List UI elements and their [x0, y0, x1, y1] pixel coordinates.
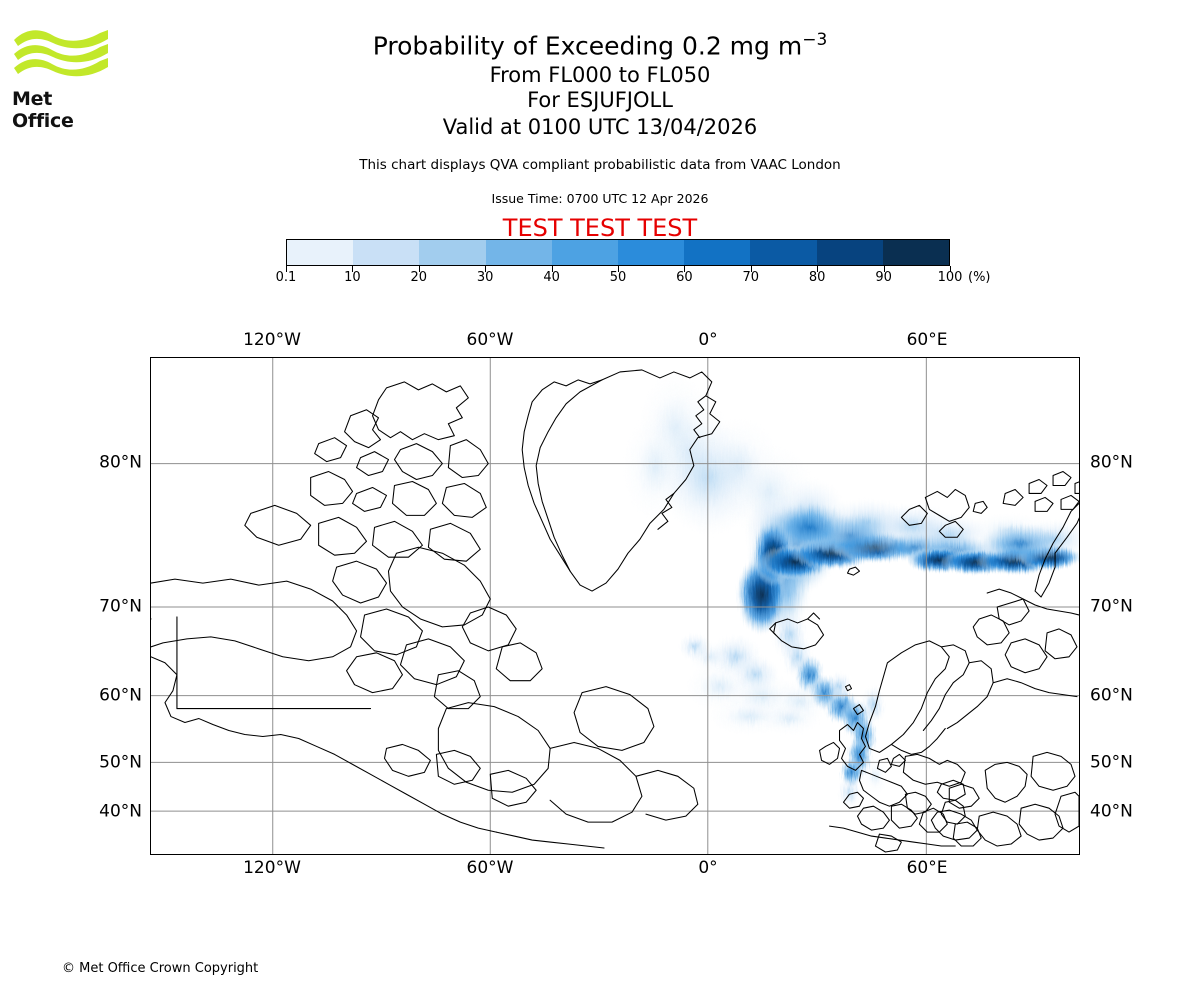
lat-label-left-4: 40°N — [99, 801, 142, 822]
colorbar-tick-label-1: 10 — [344, 270, 361, 285]
colorbar-tick-2 — [418, 266, 420, 272]
colorbar-tick-1 — [352, 266, 354, 272]
colorbar-tick-6 — [684, 266, 686, 272]
met-office-logo-text: Met Office — [12, 88, 74, 132]
colorbar-tick-7 — [750, 266, 752, 272]
ash-probability-map[interactable] — [150, 357, 1080, 855]
colorbar-band-2 — [419, 240, 486, 265]
lat-label-right-4: 40°N — [1090, 801, 1133, 822]
lat-label-right-2: 60°N — [1090, 685, 1133, 706]
lat-label-right-3: 50°N — [1090, 752, 1133, 773]
colorbar-unit-label: (%) — [968, 270, 991, 285]
colorbar-band-1 — [353, 240, 420, 265]
page-title: Probability of Exceeding 0.2 mg m−3 — [0, 25, 1200, 61]
lat-label-left-3: 50°N — [99, 752, 142, 773]
lon-label-bottom-0: 120°W — [243, 858, 301, 878]
colorbar-tick-label-10: 100 — [937, 270, 963, 285]
lon-label-top-1: 60°W — [466, 330, 514, 350]
colorbar-tick-3 — [485, 266, 487, 272]
colorbar-bands — [286, 239, 950, 266]
colorbar-tick-label-7: 70 — [742, 270, 760, 285]
colorbar-tick-label-4: 40 — [543, 270, 560, 285]
volcano-name: For ESJUFJOLL — [527, 88, 673, 112]
colorbar-tick-0 — [286, 266, 287, 272]
colorbar-band-0 — [287, 240, 354, 265]
lon-label-bottom-1: 60°W — [466, 858, 514, 878]
met-office-logo: Met Office — [12, 26, 112, 132]
colorbar-tick-label-9: 90 — [875, 270, 892, 285]
colorbar-tick-label-6: 60 — [676, 270, 693, 285]
copyright-text: © Met Office Crown Copyright — [62, 961, 259, 976]
colorbar-band-6 — [684, 240, 751, 265]
probability-colorbar — [286, 239, 950, 266]
ash-plume-layer — [622, 372, 1079, 809]
colorbar-tick-10 — [950, 266, 951, 272]
colorbar-tick-label-0: 0.1 — [275, 270, 297, 285]
colorbar-tick-label-2: 20 — [410, 270, 428, 285]
lat-label-left-2: 60°N — [99, 685, 142, 706]
colorbar-tick-4 — [551, 266, 553, 272]
lat-label-right-0: 80°N — [1090, 452, 1133, 473]
flight-level-range: From FL000 to FL050 — [489, 63, 711, 87]
colorbar-band-3 — [485, 240, 552, 265]
colorbar-tick-5 — [618, 266, 619, 272]
map-gridlines — [151, 358, 1079, 854]
lon-label-top-3: 60°E — [906, 330, 948, 350]
met-office-wave-icon — [14, 30, 108, 77]
lon-label-top-2: 0° — [698, 330, 718, 350]
plume-southwest-lobe — [678, 632, 830, 735]
map-canvas — [151, 358, 1079, 854]
colorbar-tick-9 — [883, 266, 885, 272]
colorbar-band-5 — [618, 240, 685, 265]
colorbar-band-7 — [750, 240, 817, 265]
valid-time: Valid at 0100 UTC 13/04/2026 — [442, 115, 758, 139]
colorbar-band-4 — [551, 240, 619, 265]
colorbar-tick-8 — [817, 266, 819, 272]
lon-label-bottom-2: 0° — [698, 858, 718, 878]
colorbar-tick-labels: 0.1 10 20 30 40 50 60 70 80 90 100 — [0, 270, 1200, 288]
colorbar-tick-label-8: 80 — [808, 270, 826, 285]
colorbar-tick-label-3: 30 — [476, 270, 494, 285]
plume-main-arctic — [735, 477, 1079, 635]
lat-label-left-1: 70°N — [99, 596, 142, 617]
page-title-exponent: −3 — [802, 30, 828, 50]
page-title-text: Probability of Exceeding 0.2 mg m — [372, 31, 803, 61]
colorbar-ticks — [286, 266, 951, 273]
lat-label-right-1: 70°N — [1090, 596, 1133, 617]
qva-note: This chart displays QVA compliant probab… — [359, 157, 841, 173]
issue-time: Issue Time: 0700 UTC 12 Apr 2026 — [491, 191, 709, 206]
colorbar-band-8 — [816, 240, 883, 265]
lon-label-top-0: 120°W — [243, 330, 301, 350]
colorbar-band-9 — [882, 240, 950, 265]
colorbar-tick-label-5: 50 — [609, 270, 627, 285]
lon-label-bottom-3: 60°E — [906, 858, 948, 878]
lat-label-left-0: 80°N — [99, 452, 142, 473]
coastlines — [151, 369, 1079, 853]
